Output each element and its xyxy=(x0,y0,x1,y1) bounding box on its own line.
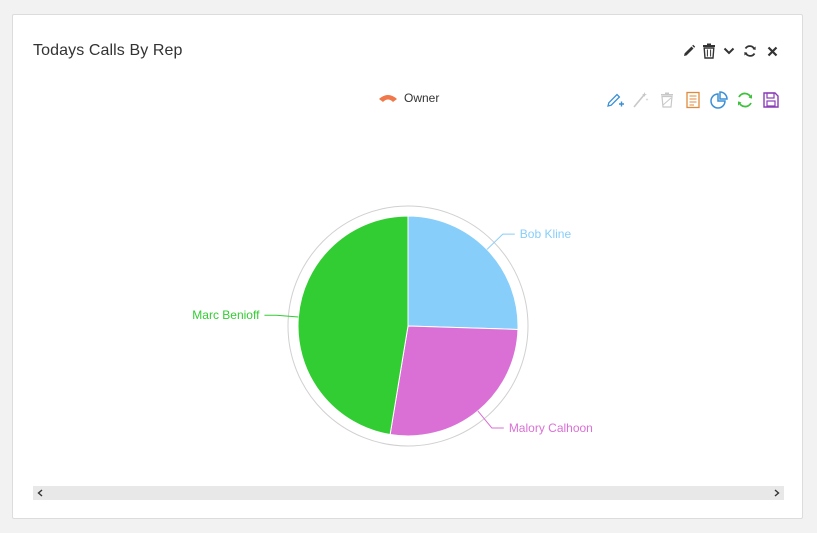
pie-slice-malory-calhoon[interactable] xyxy=(389,325,519,437)
pie-outer-ring xyxy=(287,205,529,447)
legend-swatch xyxy=(379,95,397,102)
refresh-icon[interactable] xyxy=(740,42,760,60)
save-icon[interactable] xyxy=(761,90,781,110)
pie-label-line xyxy=(477,410,504,429)
scroll-left-arrow-icon[interactable] xyxy=(33,486,47,500)
chart-toolbar xyxy=(605,90,781,110)
horizontal-scrollbar[interactable] xyxy=(33,486,784,500)
wand-icon[interactable] xyxy=(631,90,651,110)
pie-chart: Bob Kline Malory Calhoon Marc Benioff xyxy=(192,205,593,447)
legend-label: Owner xyxy=(404,91,440,105)
scroll-right-arrow-icon[interactable] xyxy=(770,486,784,500)
refresh-green-icon[interactable] xyxy=(735,90,755,110)
panel-header-tools xyxy=(680,41,782,61)
pie-slice-marc-benioff[interactable] xyxy=(297,215,409,436)
pie-slice-bob-kline[interactable] xyxy=(407,215,519,330)
chart-legend[interactable]: Owner xyxy=(378,91,439,105)
pie-slice-label: Bob Kline xyxy=(520,227,572,241)
panel-title: Todays Calls By Rep xyxy=(33,42,183,59)
chart-panel: Todays Calls By Rep Owner xyxy=(12,14,803,519)
edit-add-icon[interactable] xyxy=(605,90,625,110)
pie-slice-label: Malory Calhoon xyxy=(509,421,593,435)
trash-disabled-icon[interactable] xyxy=(657,90,677,110)
pie-chart-icon[interactable] xyxy=(709,90,729,110)
edit-icon[interactable] xyxy=(680,42,698,60)
pie-slice-label: Marc Benioff xyxy=(192,308,260,322)
close-icon[interactable] xyxy=(762,42,782,60)
pie-label-line xyxy=(486,233,515,250)
document-icon[interactable] xyxy=(683,90,703,110)
pie-label-line xyxy=(264,314,299,318)
chevron-down-icon[interactable] xyxy=(720,42,738,60)
trash-icon[interactable] xyxy=(700,42,718,60)
